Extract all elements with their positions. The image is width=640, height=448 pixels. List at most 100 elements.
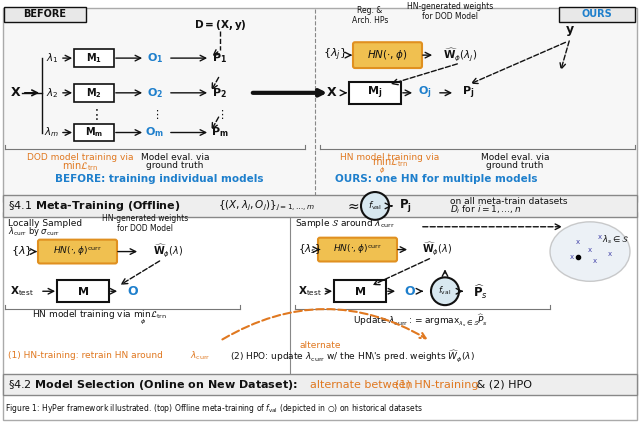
Text: $\approx$: $\approx$ [344,199,360,213]
Text: $\mathbf{M_2}$: $\mathbf{M_2}$ [86,86,102,100]
Text: Model eval. via: Model eval. via [481,153,549,162]
Text: $\mathbf{O_1}$: $\mathbf{O_1}$ [147,51,163,65]
Text: $\vdots$: $\vdots$ [216,108,224,121]
Text: Figure 1: HyPer framework illustrated. (top) Offline meta-training of $f_\mathrm: Figure 1: HyPer framework illustrated. (… [5,402,423,415]
Text: $\mathbf{O_m}$: $\mathbf{O_m}$ [145,125,164,139]
Text: $\vdots$: $\vdots$ [151,108,159,121]
Text: $\mathbf{O_2}$: $\mathbf{O_2}$ [147,86,163,100]
Text: $\mathbf{P_m}$: $\mathbf{P_m}$ [211,125,229,139]
FancyBboxPatch shape [334,280,386,302]
Text: $\lambda_2$: $\lambda_2$ [46,86,58,100]
FancyBboxPatch shape [38,240,117,263]
Text: $\lambda_\mathrm{curr}$ by $\sigma_\mathrm{curr}$: $\lambda_\mathrm{curr}$ by $\sigma_\math… [8,225,60,238]
Text: $\mathbf{O_j}$: $\mathbf{O_j}$ [418,85,432,101]
Text: $\S4.1$ Meta-Training (Offline): $\S4.1$ Meta-Training (Offline) [8,199,180,213]
Text: $\lambda_\mathrm{curr}$: $\lambda_\mathrm{curr}$ [190,349,211,362]
Text: $\mathbf{P_2}$: $\mathbf{P_2}$ [212,86,227,100]
FancyBboxPatch shape [4,7,86,22]
Text: Model eval. via: Model eval. via [141,153,209,162]
Text: $\mathbf{M_m}$: $\mathbf{M_m}$ [85,125,103,139]
Text: & (2) HPO: & (2) HPO [473,379,532,389]
Text: $\mathbf{M}$: $\mathbf{M}$ [77,285,89,297]
Text: (1) HN-training: (1) HN-training [395,379,479,389]
Text: DOD model training via: DOD model training via [27,153,133,162]
Text: $D_i$ for $i = 1, \ldots, n$: $D_i$ for $i = 1, \ldots, n$ [450,204,522,216]
Text: $f_\mathrm{val}$: $f_\mathrm{val}$ [368,200,382,212]
Text: $\mathbf{O}$: $\mathbf{O}$ [404,285,416,298]
Text: (1) HN-training: retrain HN around: (1) HN-training: retrain HN around [8,351,166,360]
Text: on all meta-train datasets: on all meta-train datasets [450,198,568,207]
FancyBboxPatch shape [3,212,637,420]
Text: $\widehat{\mathbf{W}}_\phi(\lambda)$: $\widehat{\mathbf{W}}_\phi(\lambda)$ [422,241,452,258]
Text: ground truth: ground truth [486,161,544,170]
Text: $\mathbf{O}$: $\mathbf{O}$ [127,285,139,298]
Text: Update $\lambda_\mathrm{curr} := \mathrm{argmax}_{\lambda_s \in \mathcal{S}} \wi: Update $\lambda_\mathrm{curr} := \mathrm… [353,313,488,329]
Text: x: x [570,254,574,259]
Text: $\mathbf{X}$: $\mathbf{X}$ [10,86,22,99]
Text: Locally Sampled: Locally Sampled [8,219,82,228]
Text: $HN(\cdot,\phi)^\mathrm{curr}$: $HN(\cdot,\phi)^\mathrm{curr}$ [52,245,101,258]
Ellipse shape [550,222,630,281]
Text: $\mathbf{M}$: $\mathbf{M}$ [354,285,366,297]
Text: HN model training via $\min_\phi \mathcal{L}_\mathrm{trn}$: HN model training via $\min_\phi \mathca… [33,309,168,327]
Text: x: x [598,234,602,240]
Text: $\lambda_s \in \mathcal{S}$: $\lambda_s \in \mathcal{S}$ [602,233,628,246]
FancyBboxPatch shape [74,84,114,102]
Text: $\mathbf{D = (X, y)}$: $\mathbf{D = (X, y)}$ [194,18,246,32]
Text: x: x [593,258,597,264]
Text: $\{\lambda\}$: $\{\lambda\}$ [12,245,33,258]
Text: $\mathbf{P_1}$: $\mathbf{P_1}$ [212,51,228,65]
Text: $\mathbf{P_j}$: $\mathbf{P_j}$ [462,85,474,101]
Text: $\{\lambda_j\}$: $\{\lambda_j\}$ [323,47,347,63]
Text: $\min \mathcal{L}_\mathrm{trn}$: $\min \mathcal{L}_\mathrm{trn}$ [62,159,98,173]
Text: $\mathbf{M_j}$: $\mathbf{M_j}$ [367,85,383,101]
Text: Reg. &
Arch. HPs: Reg. & Arch. HPs [352,6,388,25]
FancyBboxPatch shape [559,7,635,22]
FancyBboxPatch shape [3,195,637,217]
FancyBboxPatch shape [74,49,114,67]
FancyBboxPatch shape [318,238,397,262]
Text: OURS: OURS [582,9,612,19]
Text: $\mathbf{P_j}$: $\mathbf{P_j}$ [399,198,412,215]
FancyBboxPatch shape [349,82,401,104]
Text: $\widehat{\mathbf{P}}_s$: $\widehat{\mathbf{P}}_s$ [472,282,488,301]
Circle shape [431,277,459,305]
Text: HN-generated weights
for DOD Model: HN-generated weights for DOD Model [102,214,188,233]
Text: alternate between: alternate between [310,379,416,389]
Text: ground truth: ground truth [147,161,204,170]
Text: $\mathbf{M_1}$: $\mathbf{M_1}$ [86,51,102,65]
Text: $\mathbf{X}_\mathrm{test}$: $\mathbf{X}_\mathrm{test}$ [298,284,322,298]
Text: $\mathbf{X}$: $\mathbf{X}$ [326,86,338,99]
FancyBboxPatch shape [3,8,637,202]
Text: $f_\mathrm{val}$: $f_\mathrm{val}$ [438,285,452,297]
Text: $\{(X,\lambda_j,O_j)\}_{j=1,\ldots,m}$: $\{(X,\lambda_j,O_j)\}_{j=1,\ldots,m}$ [218,199,315,213]
Text: $\widehat{\mathbf{W}}_\phi(\lambda)$: $\widehat{\mathbf{W}}_\phi(\lambda)$ [153,243,183,260]
Text: $\vdots$: $\vdots$ [89,107,99,122]
Text: $\widehat{\mathbf{W}}_\phi(\lambda_j)$: $\widehat{\mathbf{W}}_\phi(\lambda_j)$ [443,47,477,64]
Text: $\lambda_m$: $\lambda_m$ [44,125,60,139]
Text: BEFORE: BEFORE [24,9,67,19]
FancyBboxPatch shape [3,374,637,396]
Text: $\S4.2$ Model Selection (Online on New Dataset):: $\S4.2$ Model Selection (Online on New D… [8,378,299,392]
Text: $HN(\cdot,\phi)^\mathrm{curr}$: $HN(\cdot,\phi)^\mathrm{curr}$ [333,243,381,256]
Text: $\mathbf{X}_\mathrm{test}$: $\mathbf{X}_\mathrm{test}$ [10,284,34,298]
Text: x: x [576,239,580,245]
Text: x: x [608,250,612,257]
FancyBboxPatch shape [353,42,422,68]
Text: OURS: one HN for multiple models: OURS: one HN for multiple models [335,174,538,184]
Text: x: x [588,246,592,253]
Text: $\mathbf{y}$: $\mathbf{y}$ [565,24,575,39]
Text: alternate: alternate [300,341,340,350]
Text: HN model training via: HN model training via [340,153,440,162]
FancyBboxPatch shape [57,280,109,302]
Text: $\{\lambda_s\}$: $\{\lambda_s\}$ [298,243,322,257]
Text: $\lambda_1$: $\lambda_1$ [45,51,58,65]
Text: $HN(\cdot,\phi)$: $HN(\cdot,\phi)$ [367,48,407,62]
Text: HN-generated weights
for DOD Model: HN-generated weights for DOD Model [407,2,493,21]
FancyBboxPatch shape [74,124,114,142]
Text: (2) HPO: update $\lambda_\mathrm{curr}$ w/ the HN\'s pred. weights $\widehat{W}_: (2) HPO: update $\lambda_\mathrm{curr}$ … [230,348,475,364]
Text: Sample $\mathcal{S}$ around $\lambda_\mathrm{curr}$: Sample $\mathcal{S}$ around $\lambda_\ma… [295,217,395,230]
Text: $\min_\phi \mathcal{L}_\mathrm{trn}$: $\min_\phi \mathcal{L}_\mathrm{trn}$ [372,156,408,176]
Circle shape [361,192,389,220]
Text: BEFORE: training individual models: BEFORE: training individual models [55,174,264,184]
